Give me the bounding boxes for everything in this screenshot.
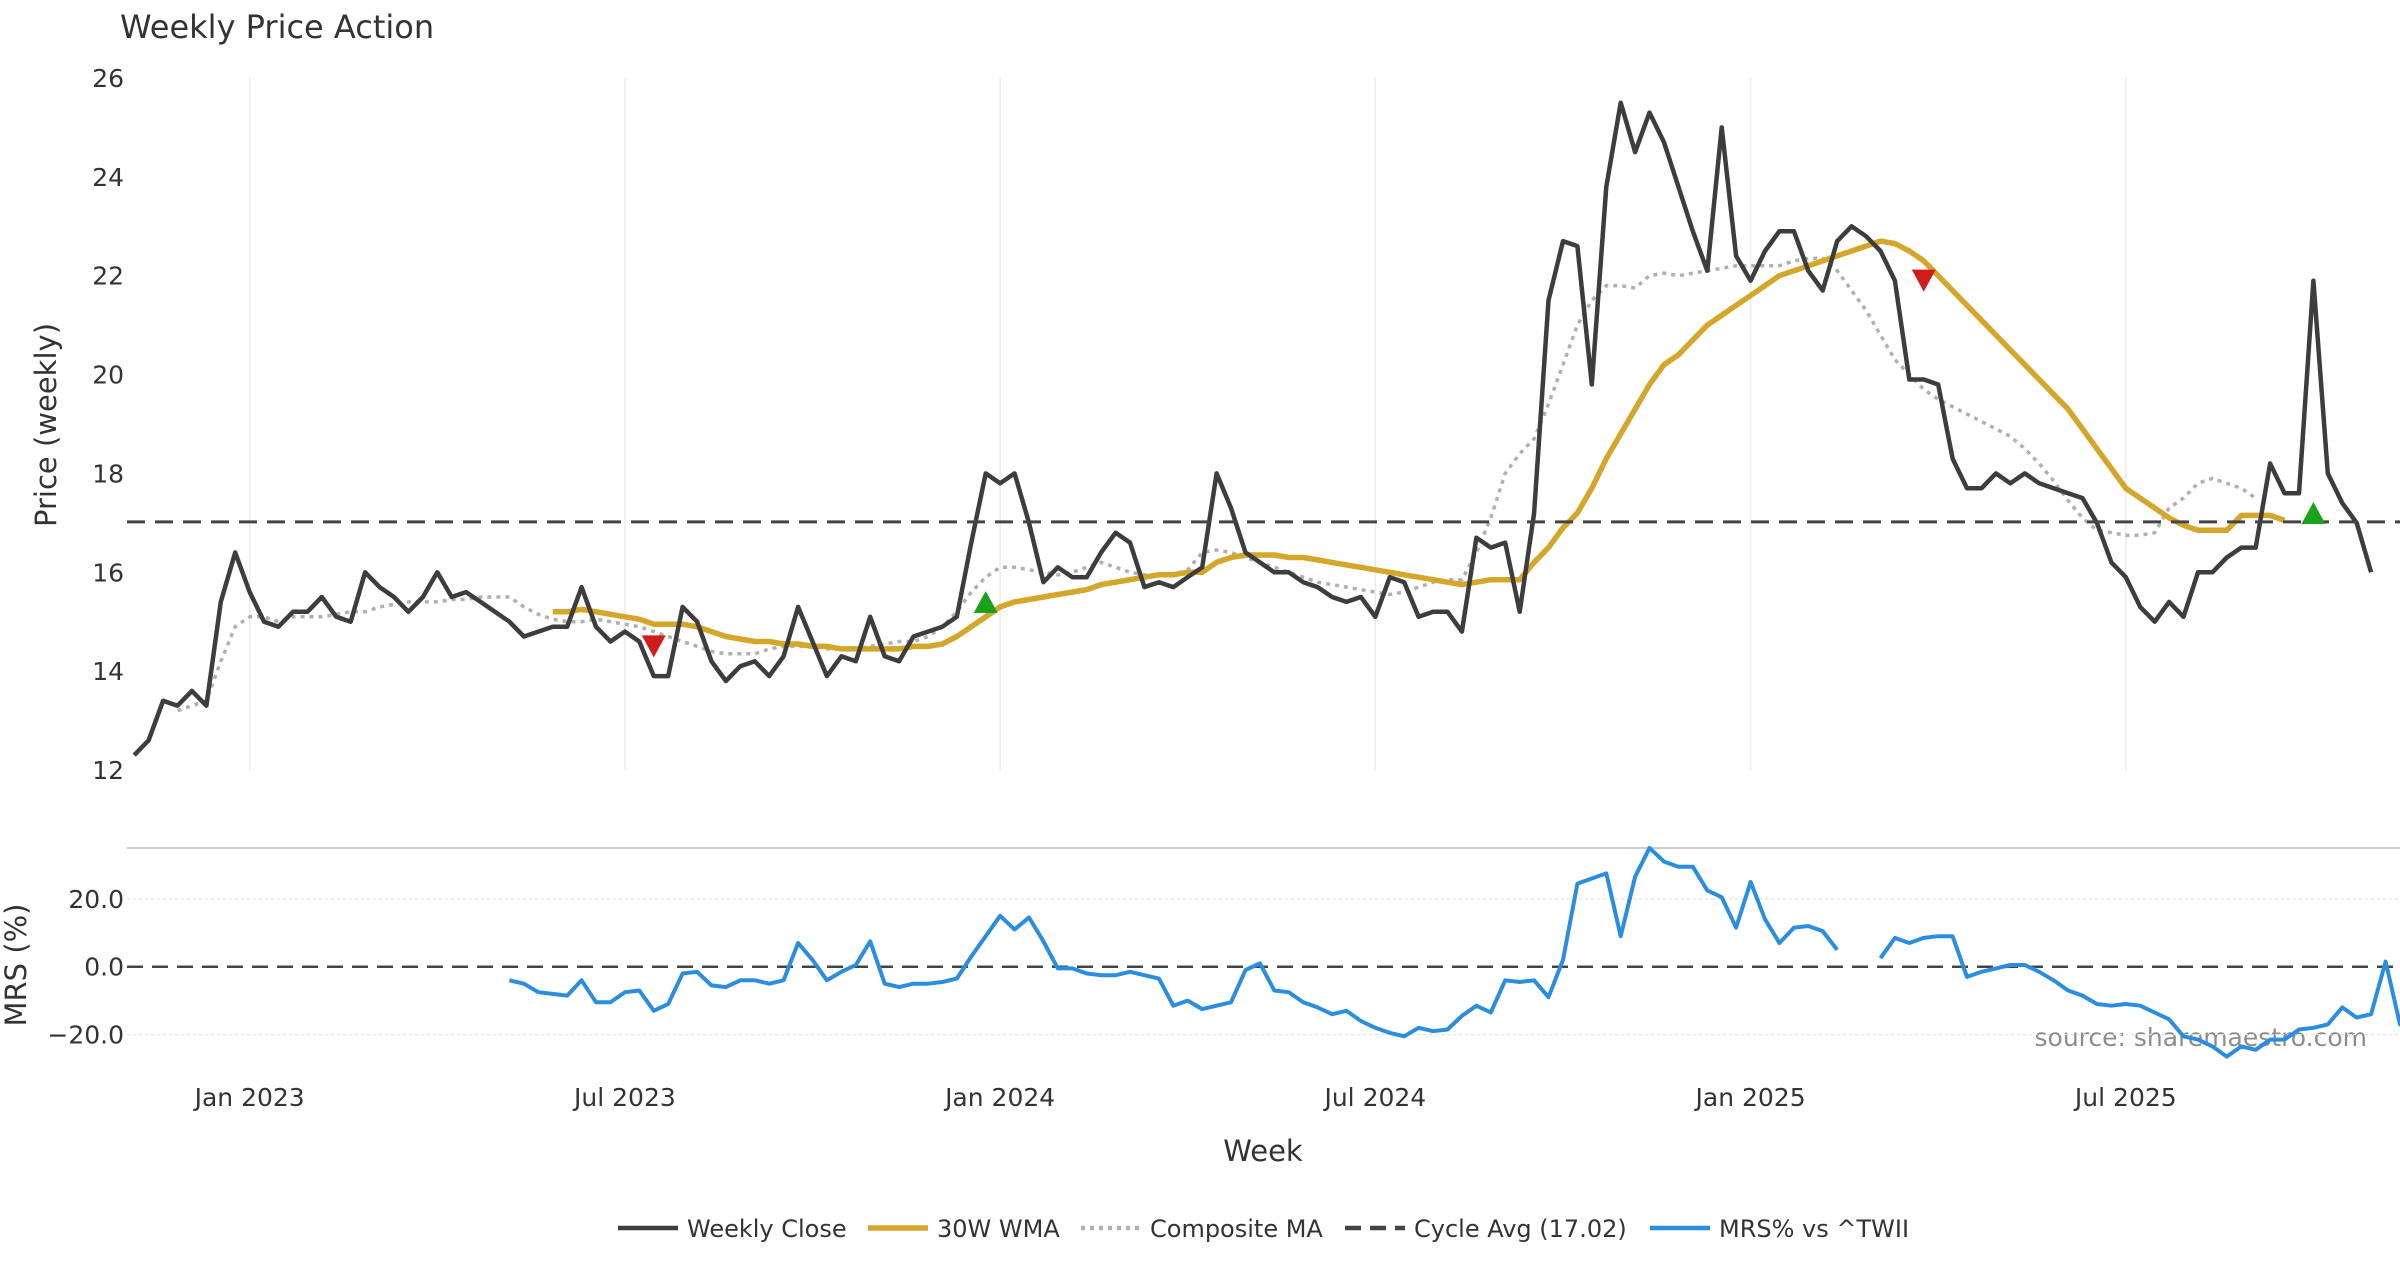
price-series bbox=[127, 100, 2400, 757]
price-tick-label: 24 bbox=[92, 163, 124, 192]
buy-signal-marker bbox=[973, 590, 998, 613]
price-tick-label: 12 bbox=[92, 756, 124, 785]
series-line-wma bbox=[552, 238, 2286, 652]
price-tick-label: 26 bbox=[92, 64, 124, 93]
legend-label: Weekly Close bbox=[687, 1215, 847, 1243]
mrs-tick-label: 0.0 bbox=[84, 953, 124, 982]
sell-signal-marker bbox=[641, 635, 666, 658]
mrs-y-ticks: −20.0 0.0 20.0 bbox=[47, 885, 124, 1050]
mrs-axis-label: MRS (%) bbox=[0, 904, 33, 1027]
price-grid bbox=[248, 78, 2127, 770]
mrs-tick-label: 20.0 bbox=[68, 885, 124, 914]
price-tick-label: 18 bbox=[92, 459, 124, 488]
legend-label: Cycle Avg (17.02) bbox=[1414, 1215, 1627, 1243]
x-tick-label: Jul 2024 bbox=[1322, 1083, 1426, 1112]
legend-label: 30W WMA bbox=[937, 1215, 1060, 1243]
x-axis-label: Week bbox=[1223, 1134, 1303, 1168]
x-tick-label: Jan 2023 bbox=[193, 1083, 305, 1112]
legend: Weekly Close 30W WMA Composite MA Cycle Avg… bbox=[618, 1215, 1909, 1243]
price-y-ticks: 12 14 16 18 20 22 24 26 bbox=[92, 64, 124, 785]
price-tick-label: 22 bbox=[92, 262, 124, 291]
x-ticks: Jan 2023 Jul 2023 Jan 2024 Jul 2024 Jan 2025… bbox=[193, 1083, 2177, 1112]
price-axis-label: Price (weekly) bbox=[29, 323, 63, 527]
chart-title: Weekly Price Action bbox=[120, 8, 434, 46]
price-tick-label: 20 bbox=[92, 361, 124, 390]
signal-markers bbox=[641, 269, 2326, 658]
price-tick-label: 16 bbox=[92, 558, 124, 587]
mrs-tick-label: −20.0 bbox=[47, 1021, 124, 1050]
mrs-series bbox=[508, 846, 2400, 1059]
mrs-panel bbox=[127, 847, 2400, 1036]
price-tick-label: 14 bbox=[92, 657, 124, 686]
x-tick-label: Jan 2024 bbox=[943, 1083, 1055, 1112]
series-line-mrs bbox=[508, 846, 2400, 1059]
x-tick-label: Jan 2025 bbox=[1694, 1083, 1806, 1112]
legend-label: Composite MA bbox=[1150, 1215, 1323, 1243]
x-tick-label: Jul 2025 bbox=[2073, 1083, 2177, 1112]
series-line-close bbox=[132, 100, 2374, 757]
sell-signal-marker bbox=[1911, 269, 1936, 292]
buy-signal-marker bbox=[2301, 501, 2326, 524]
legend-label: MRS% vs ^TWII bbox=[1719, 1215, 1909, 1243]
x-tick-label: Jul 2023 bbox=[572, 1083, 676, 1112]
